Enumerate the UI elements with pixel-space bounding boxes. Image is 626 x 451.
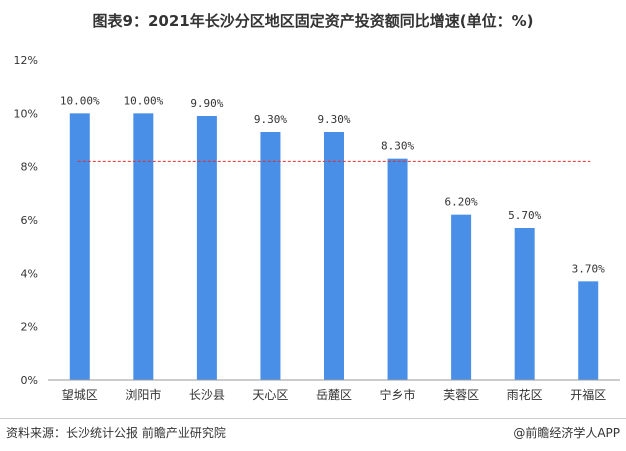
x-tick-label: 望城区: [62, 388, 98, 402]
y-tick-label: 12%: [14, 54, 38, 67]
source-text: 资料来源：长沙统计公报 前瞻产业研究院: [6, 426, 226, 440]
data-label: 6.20%: [445, 196, 478, 209]
footer-divider: [0, 418, 626, 419]
chart-title: 图表9：2021年长沙分区地区固定资产投资额同比增速(单位：%): [92, 12, 534, 30]
bar: [451, 214, 472, 380]
data-label: 10.00%: [123, 94, 163, 107]
bar: [69, 113, 90, 380]
bar: [196, 116, 217, 380]
bar: [324, 132, 344, 380]
data-label: 9.90%: [190, 97, 223, 110]
y-tick-label: 10%: [14, 107, 38, 120]
y-tick-label: 8%: [21, 161, 38, 174]
x-tick-label: 宁乡市: [380, 387, 416, 402]
bars: [69, 113, 599, 380]
x-tick-label: 岳麓区: [316, 388, 352, 402]
x-tick-label: 天心区: [252, 388, 288, 402]
y-tick-label: 0%: [21, 374, 38, 387]
bar: [133, 113, 154, 380]
x-tick-label: 开福区: [570, 387, 606, 402]
bar: [387, 158, 408, 380]
data-label: 5.70%: [508, 209, 541, 222]
bar: [514, 228, 535, 380]
y-tick-label: 2%: [21, 321, 38, 334]
x-tick-label: 浏阳市: [125, 387, 161, 402]
bar: [260, 132, 281, 380]
brand-text: @前瞻经济学人APP: [513, 426, 620, 440]
y-axis: 0% 2% 4% 6% 8% 10% 12%: [14, 54, 38, 387]
x-axis: 望城区 浏阳市 长沙县 天心区 岳麓区 宁乡市 芙蓉区 雨花区 开福区: [48, 379, 620, 402]
footer: 资料来源：长沙统计公报 前瞻产业研究院 @前瞻经济学人APP: [0, 424, 626, 446]
data-label: 9.30%: [254, 113, 287, 126]
x-tick-label: 芙蓉区: [443, 388, 479, 402]
data-label: 9.30%: [317, 113, 350, 126]
data-label: 3.70%: [572, 262, 605, 275]
y-tick-label: 6%: [21, 214, 38, 227]
data-label: 10.00%: [60, 94, 100, 107]
y-tick-label: 4%: [21, 267, 38, 280]
data-labels: 10.00% 10.00% 9.90% 9.30% 9.30% 8.30% 6.20% 5.7…: [60, 94, 605, 275]
data-label: 8.30%: [381, 140, 414, 153]
x-tick-label: 长沙县: [189, 388, 225, 402]
bar: [578, 281, 599, 380]
x-tick-label: 雨花区: [507, 387, 543, 402]
